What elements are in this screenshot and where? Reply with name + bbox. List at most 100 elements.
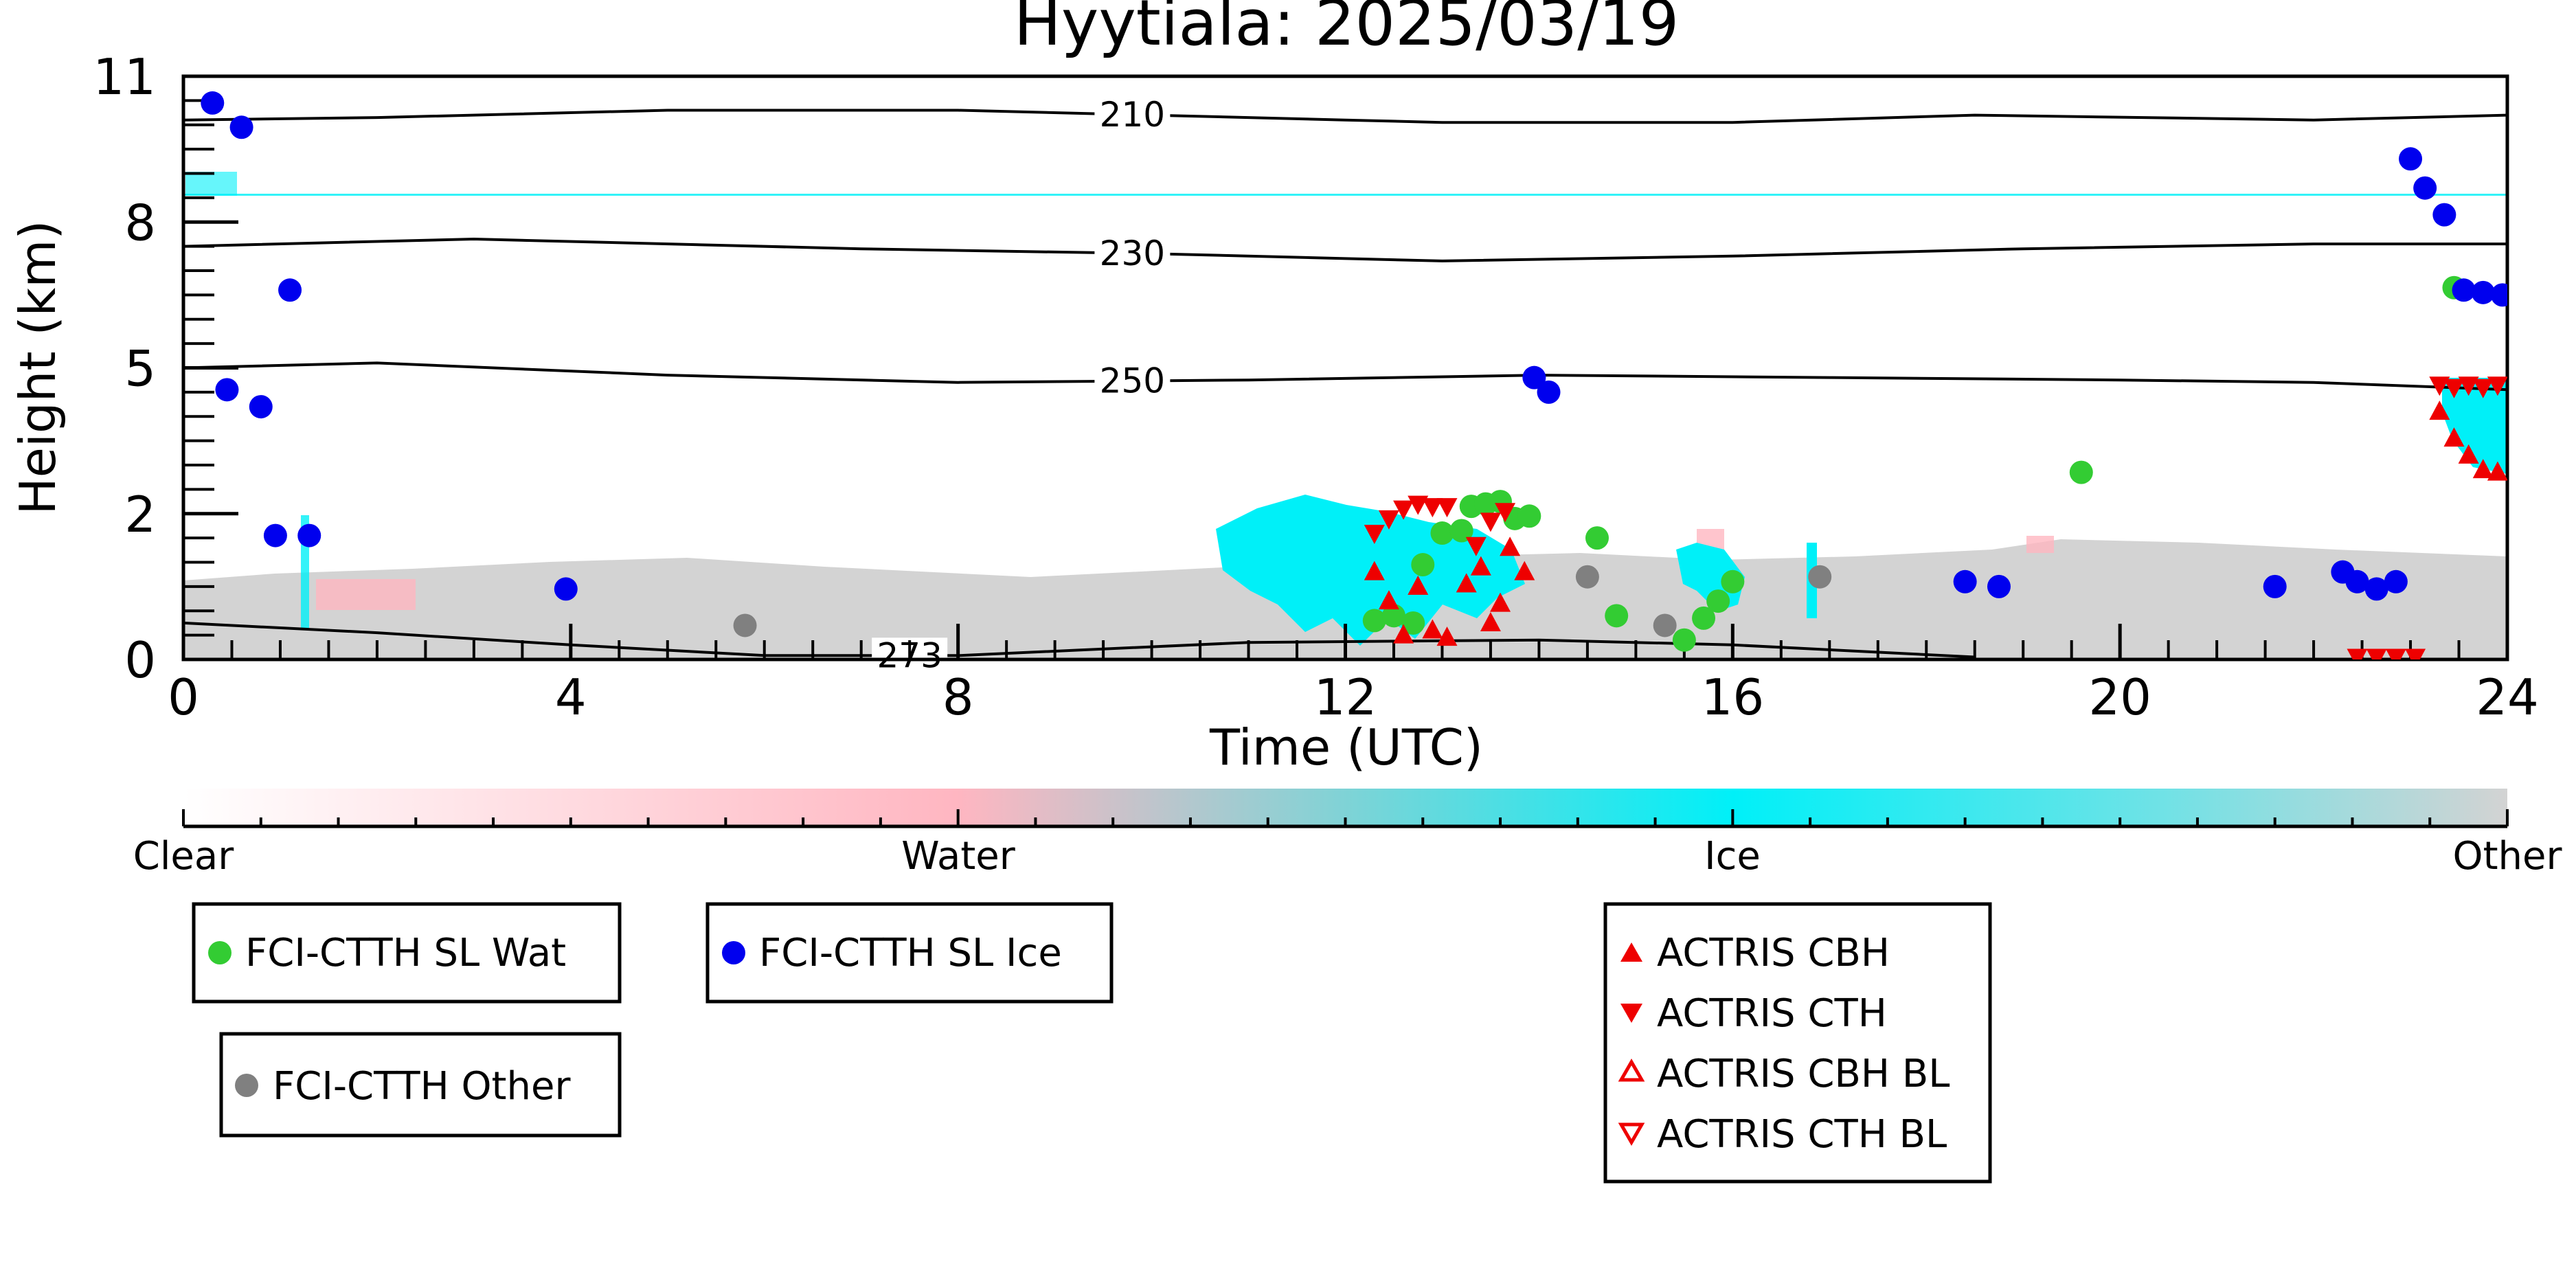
point-actris-cth — [2347, 648, 2368, 659]
point-fci-ctth-sl-ice — [201, 91, 225, 115]
point-actris-cbh — [1436, 626, 1458, 646]
point-actris-cth — [1480, 512, 1501, 532]
point-fci-ctth-sl-wat — [1401, 611, 1425, 635]
point-fci-ctth-sl-ice — [554, 577, 578, 601]
point-fci-ctth-sl-wat — [2069, 460, 2093, 484]
ice-mask-thin-layer — [183, 194, 2507, 196]
point-actris-cth — [2366, 648, 2387, 659]
point-fci-ctth-sl-ice — [249, 395, 273, 419]
point-fci-ctth-other — [1808, 565, 1832, 589]
point-actris-cth — [2385, 648, 2406, 659]
point-fci-ctth-sl-wat — [1381, 604, 1405, 628]
colorbar-ticks — [182, 809, 2509, 826]
point-fci-ctth-sl-ice — [1987, 574, 2011, 598]
x-tick-label: 16 — [1702, 668, 1765, 726]
point-actris-cbh — [2443, 427, 2465, 447]
point-actris-cbh — [1408, 575, 1429, 595]
point-fci-ctth-sl-ice — [2452, 278, 2476, 302]
legend-actris: ACTRIS CBH ACTRIS CTH ACTRIS CBH BL ACTR… — [1603, 902, 1992, 1184]
legend-label-cth: ACTRIS CTH — [1657, 991, 1887, 1036]
legend-marker-cth-bl — [1618, 1122, 1645, 1146]
point-fci-ctth-sl-wat — [1672, 628, 1696, 652]
point-fci-ctth-other — [733, 613, 757, 637]
point-fci-ctth-sl-wat — [1449, 519, 1473, 543]
colorbar-label-other: Other — [2452, 834, 2562, 879]
legend-box — [219, 1032, 622, 1138]
isotherm-label-bg — [1094, 235, 1171, 271]
legend-label-cbh: ACTRIS CBH — [1657, 931, 1890, 975]
legend-label-cth-bl: ACTRIS CTH BL — [1657, 1112, 1947, 1157]
point-fci-ctth-sl-wat — [1430, 521, 1454, 545]
point-actris-cth — [2443, 379, 2465, 398]
x-tick-label: 0 — [168, 668, 199, 726]
x-tick-label: 20 — [2088, 668, 2151, 726]
isotherm-line — [183, 237, 2507, 262]
point-fci-ctth-sl-ice — [2364, 577, 2388, 601]
legend-box — [1603, 902, 1992, 1184]
x-tick-label: 8 — [942, 668, 974, 726]
x-tick-label: 12 — [1314, 668, 1377, 726]
point-actris-cth — [1495, 503, 1516, 523]
point-fci-ctth-other — [1575, 565, 1599, 589]
legend-box — [705, 902, 1114, 1004]
cloud-mask — [183, 172, 2507, 659]
point-actris-cth — [1393, 500, 1414, 520]
colorbar-label-water: Water — [901, 834, 1016, 879]
point-fci-ctth-sl-ice — [263, 523, 287, 547]
point-actris-cbh — [1500, 536, 1521, 556]
chart-title: Hyytiala: 2025/03/19 — [1014, 0, 1680, 60]
legend-wat: FCI-CTTH SL Wat — [192, 902, 622, 1004]
legend-ice: FCI-CTTH SL Ice — [705, 902, 1114, 1004]
point-fci-ctth-sl-ice — [1522, 365, 1546, 389]
legend-marker-cth — [1620, 1004, 1642, 1023]
y-tick-label: 2 — [124, 486, 156, 543]
isotherm-label-bg — [1094, 363, 1171, 399]
colorbar-label-clear: Clear — [133, 834, 234, 879]
point-fci-ctth-sl-wat — [1706, 589, 1730, 613]
point-fci-ctth-sl-ice — [2413, 176, 2437, 200]
point-actris-cbh — [1422, 619, 1443, 639]
point-actris-cth — [1422, 498, 1443, 518]
isotherm-label: 250 — [1100, 361, 1165, 401]
x-tick-label: 4 — [555, 668, 587, 726]
isotherm-line — [183, 361, 2508, 392]
point-actris-cth — [2487, 376, 2507, 396]
colorbar-label-ice: Ice — [1704, 834, 1761, 879]
point-fci-ctth-sl-ice — [278, 278, 302, 302]
y-tick-label: 0 — [124, 631, 156, 689]
ice-mask-region-2 — [1676, 543, 1745, 611]
point-actris-cbh — [1364, 561, 1385, 580]
point-actris-cth — [2472, 379, 2494, 398]
point-actris-cth — [2429, 376, 2450, 396]
point-fci-ctth-sl-wat — [1721, 569, 1745, 594]
point-actris-cbh — [1480, 611, 1501, 631]
point-actris-cth — [1378, 510, 1399, 530]
legend-other: FCI-CTTH Other — [219, 1032, 622, 1138]
x-axis-label: Time (UTC) — [1209, 719, 1483, 776]
point-actris-cbh — [1490, 592, 1511, 612]
legend-marker-other — [235, 1074, 258, 1097]
point-fci-ctth-sl-ice — [229, 115, 253, 139]
point-actris-cbh — [2458, 444, 2479, 464]
point-fci-ctth-other — [1653, 613, 1677, 637]
ice-mask-region-4 — [2442, 378, 2507, 474]
y-tick-label: 11 — [93, 48, 156, 106]
point-fci-ctth-sl-wat — [1605, 604, 1629, 628]
point-fci-ctth-sl-ice — [2384, 569, 2408, 594]
legend-box — [192, 902, 622, 1004]
water-mask-patch — [316, 579, 416, 610]
point-actris-cbh — [1514, 561, 1535, 580]
point-fci-ctth-sl-wat — [1362, 609, 1386, 633]
isotherm-label: 210 — [1100, 95, 1165, 135]
y-tick-label: 5 — [124, 340, 156, 398]
marker-layer — [201, 91, 2507, 659]
point-fci-ctth-sl-ice — [1537, 380, 1561, 404]
legend-marker-ice — [722, 941, 745, 964]
legend-marker-cbh — [1620, 942, 1642, 962]
axis-layer: 0 4 8 12 16 20 24 0 2 5 8 11 — [93, 48, 2538, 726]
point-actris-cbh — [1378, 590, 1399, 610]
point-actris-cth — [1408, 495, 1429, 515]
isotherm-label-bg — [1094, 96, 1171, 133]
point-actris-cbh — [2429, 400, 2450, 420]
